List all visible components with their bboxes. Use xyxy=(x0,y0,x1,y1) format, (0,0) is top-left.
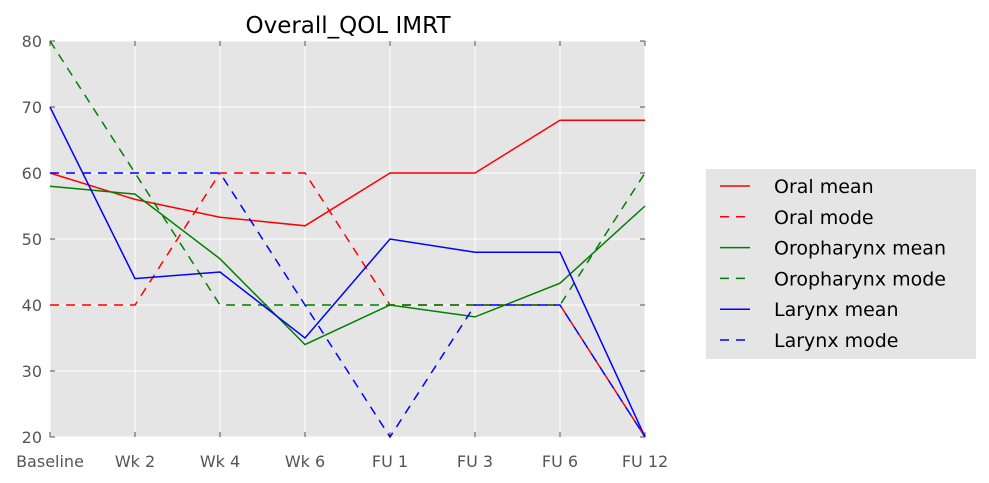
x-tick-label: FU 1 xyxy=(372,452,408,471)
legend-label: Oral mode xyxy=(774,207,874,229)
axes: Baseline Wk 2 Wk 4 Wk 6 FU 1 FU 3 FU 6 FU 12 20 3… xyxy=(16,32,668,471)
legend-label: Larynx mode xyxy=(774,330,899,352)
series-line-oropharynx-mode xyxy=(49,40,646,306)
chart-title: Overall_QOL IMRT xyxy=(245,13,451,39)
x-tick-label: FU 12 xyxy=(622,452,668,471)
legend-label: Oropharynx mode xyxy=(774,268,946,290)
x-tick-label: Wk 6 xyxy=(285,452,325,471)
legend: Oral mean Oral mode Oropharynx mean Orophar… xyxy=(706,169,976,359)
legend-box xyxy=(706,169,976,359)
series-line-oral-mean xyxy=(49,119,645,227)
y-tick-label: 60 xyxy=(22,164,42,183)
x-tick-label: Wk 4 xyxy=(200,452,240,471)
legend-label: Larynx mean xyxy=(774,299,899,321)
y-tick-label: 40 xyxy=(22,296,42,315)
y-tick-label: 50 xyxy=(22,230,42,249)
series-line-oropharynx-mean xyxy=(49,185,646,346)
x-tick-label: Wk 2 xyxy=(115,452,155,471)
y-tick-label: 20 xyxy=(22,428,42,447)
y-tick-label: 70 xyxy=(22,98,42,117)
y-tick-label: 80 xyxy=(22,32,42,51)
y-tick-label: 30 xyxy=(22,362,42,381)
series-line-larynx-mode xyxy=(50,172,646,439)
legend-label: Oral mean xyxy=(774,176,874,198)
series-line-oral-mode xyxy=(50,172,646,438)
series-line-larynx-mean xyxy=(49,106,646,438)
legend-label: Oropharynx mean xyxy=(774,238,946,260)
x-tick-label: Baseline xyxy=(16,452,84,471)
series-layer xyxy=(49,40,646,439)
x-tick-label: FU 3 xyxy=(457,452,493,471)
x-tick-label: FU 6 xyxy=(542,452,578,471)
